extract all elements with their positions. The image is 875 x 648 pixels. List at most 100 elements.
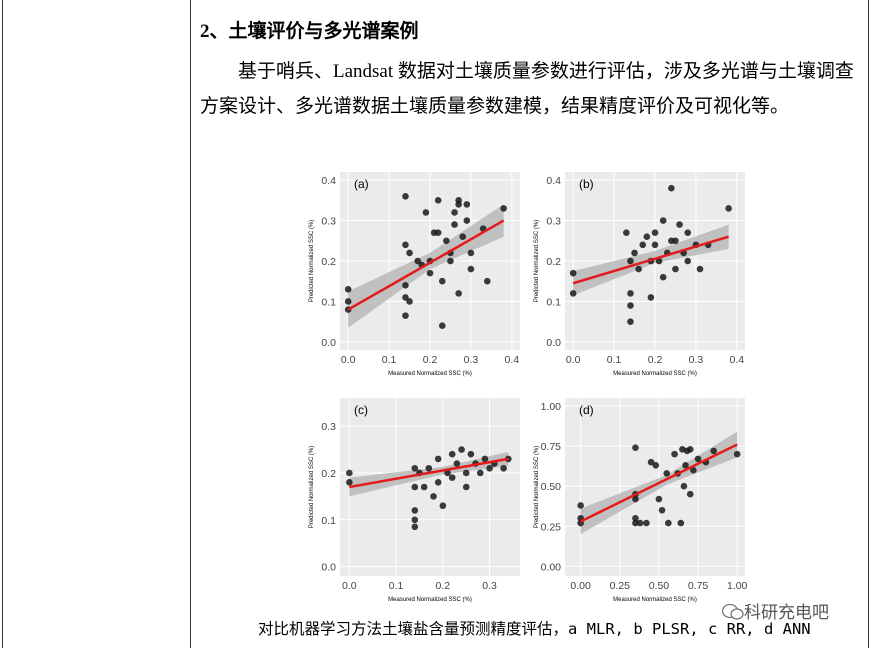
data-point bbox=[643, 519, 650, 527]
data-point bbox=[651, 241, 659, 249]
x-tick-label: 0.2 bbox=[423, 354, 438, 366]
data-point bbox=[680, 482, 688, 490]
y-axis-title: Predicted Normalized SSC (%) bbox=[309, 446, 315, 528]
x-tick-label: 0.50 bbox=[649, 580, 670, 592]
data-point bbox=[684, 257, 692, 265]
fit-line bbox=[580, 443, 738, 523]
y-tick-label: 0.0 bbox=[546, 337, 561, 349]
y-tick-label: 0.2 bbox=[321, 256, 336, 268]
data-point bbox=[569, 269, 577, 277]
panel-label: (a) bbox=[354, 177, 369, 191]
data-point bbox=[569, 290, 577, 297]
data-point bbox=[455, 290, 462, 297]
data-point bbox=[725, 205, 732, 212]
heading: 2、土壤评价与多光谱案例 bbox=[200, 21, 419, 42]
data-point bbox=[439, 502, 447, 510]
x-tick-label: 0.3 bbox=[482, 580, 497, 592]
data-point bbox=[636, 519, 644, 527]
data-point bbox=[682, 462, 689, 469]
data-point bbox=[430, 493, 437, 500]
data-point bbox=[627, 302, 634, 309]
data-point bbox=[438, 277, 446, 285]
data-point bbox=[668, 184, 675, 192]
y-tick-label: 0.1 bbox=[546, 296, 561, 308]
y-tick-label: 0.75 bbox=[541, 441, 562, 453]
data-point bbox=[632, 514, 639, 522]
data-point bbox=[467, 450, 475, 458]
x-tick-label: 0.0 bbox=[566, 354, 581, 366]
data-point bbox=[420, 483, 428, 491]
data-point bbox=[672, 265, 679, 273]
data-point bbox=[422, 209, 430, 216]
x-tick-label: 0.4 bbox=[505, 354, 520, 366]
data-point bbox=[665, 519, 672, 527]
data-point bbox=[434, 479, 442, 486]
y-tick-label: 0.2 bbox=[546, 256, 561, 268]
data-point bbox=[458, 446, 465, 453]
data-point bbox=[627, 257, 634, 265]
data-point bbox=[438, 322, 446, 330]
data-point bbox=[694, 455, 702, 463]
y-tick-label: 0.00 bbox=[541, 561, 562, 573]
x-axis-title: Measured Normalized SSC (%) bbox=[613, 597, 697, 603]
data-point bbox=[481, 455, 489, 463]
data-point bbox=[623, 229, 630, 236]
data-point bbox=[402, 281, 409, 289]
data-point bbox=[344, 286, 352, 293]
data-point bbox=[411, 507, 419, 514]
data-point bbox=[652, 462, 660, 469]
y-axis-title: Predicted Normalized SSC (%) bbox=[534, 220, 540, 302]
watermark: 科研充电吧 bbox=[721, 598, 829, 623]
data-point bbox=[505, 455, 512, 463]
panel-label: (c) bbox=[354, 403, 368, 417]
data-point bbox=[463, 217, 471, 224]
y-tick-label: 0.0 bbox=[321, 337, 336, 349]
data-point bbox=[346, 469, 353, 477]
x-tick-label: 0.3 bbox=[464, 354, 479, 366]
data-point bbox=[467, 249, 475, 257]
data-point bbox=[710, 447, 717, 455]
data-point bbox=[627, 290, 634, 297]
data-point bbox=[659, 273, 667, 281]
x-tick-label: 0.75 bbox=[688, 580, 709, 592]
data-point bbox=[486, 464, 493, 472]
data-point bbox=[453, 460, 461, 467]
data-point bbox=[411, 464, 419, 472]
data-point bbox=[677, 519, 685, 527]
data-point bbox=[684, 229, 692, 236]
x-tick-label: 0.1 bbox=[389, 580, 404, 592]
table-border bbox=[190, 0, 191, 648]
data-point bbox=[686, 446, 694, 453]
data-point bbox=[631, 249, 638, 257]
x-tick-label: 0.1 bbox=[607, 354, 622, 366]
data-point bbox=[647, 458, 655, 466]
data-point bbox=[655, 495, 663, 503]
y-tick-label: 0.4 bbox=[546, 175, 561, 187]
fit-line bbox=[349, 457, 509, 489]
y-axis-title: Predicted Normalized SSC (%) bbox=[534, 446, 540, 528]
table-border bbox=[868, 0, 869, 648]
paragraph: 基于哨兵、Landsat 数据对土壤质量参数进行评估，涉及多光谱与土壤调查方案设… bbox=[200, 61, 854, 117]
data-point bbox=[632, 495, 639, 503]
data-point bbox=[639, 241, 647, 249]
data-point bbox=[463, 201, 471, 208]
data-point bbox=[451, 221, 458, 228]
data-point bbox=[672, 237, 679, 245]
y-axis-title: Predicted Normalized SSC (%) bbox=[309, 220, 315, 302]
x-tick-label: 0.4 bbox=[730, 354, 745, 366]
data-point bbox=[344, 298, 352, 305]
data-point bbox=[632, 519, 639, 527]
data-point bbox=[411, 523, 419, 531]
data-point bbox=[459, 233, 467, 241]
x-tick-label: 1.00 bbox=[727, 580, 748, 592]
x-tick-label: 0.3 bbox=[689, 354, 704, 366]
x-tick-label: 0.1 bbox=[382, 354, 397, 366]
data-point bbox=[425, 464, 433, 472]
y-tick-label: 0.2 bbox=[321, 468, 336, 480]
data-point bbox=[663, 470, 671, 477]
data-point bbox=[651, 229, 659, 236]
data-point bbox=[434, 229, 442, 236]
y-tick-label: 0.4 bbox=[321, 175, 336, 187]
data-point bbox=[411, 516, 419, 524]
